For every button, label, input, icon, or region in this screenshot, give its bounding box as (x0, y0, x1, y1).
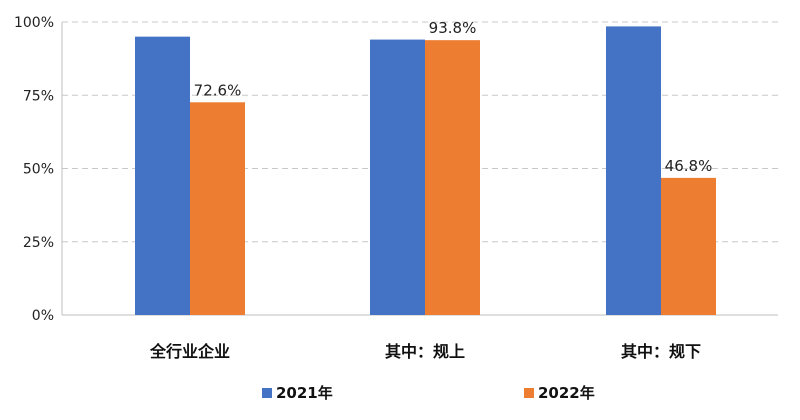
bar-2021 (606, 26, 661, 316)
legend-label: 2022年 (538, 384, 595, 402)
category-label: 其中：规上 (385, 342, 465, 361)
bar-2022 (661, 177, 716, 315)
bars (135, 26, 716, 316)
y-tick-label: 75% (23, 88, 54, 104)
data-labels: 72.6% 93.8% 46.8% (194, 19, 713, 175)
y-tick-label: 0% (32, 308, 54, 324)
legend: 2021年 2022年 (262, 384, 595, 402)
x-axis-categories: 全行业企业 其中：规上 其中：规下 (149, 342, 701, 361)
y-tick-label: 100% (14, 15, 54, 31)
category-label: 全行业企业 (149, 342, 230, 361)
category-label: 其中：规下 (621, 342, 701, 361)
legend-swatch (262, 388, 272, 398)
data-label: 93.8% (429, 19, 477, 37)
data-label: 72.6% (194, 81, 242, 99)
data-label: 46.8% (665, 157, 713, 175)
y-tick-label: 50% (23, 162, 54, 178)
bar-2022 (425, 40, 480, 315)
legend-swatch (524, 388, 534, 398)
bar-2021 (135, 36, 190, 316)
y-axis-ticks: 0% 25% 50% 75% 100% (14, 15, 54, 324)
bar-2021 (370, 39, 425, 315)
legend-label: 2021年 (276, 384, 333, 402)
y-tick-label: 25% (23, 235, 54, 251)
bar-2022 (190, 102, 245, 315)
